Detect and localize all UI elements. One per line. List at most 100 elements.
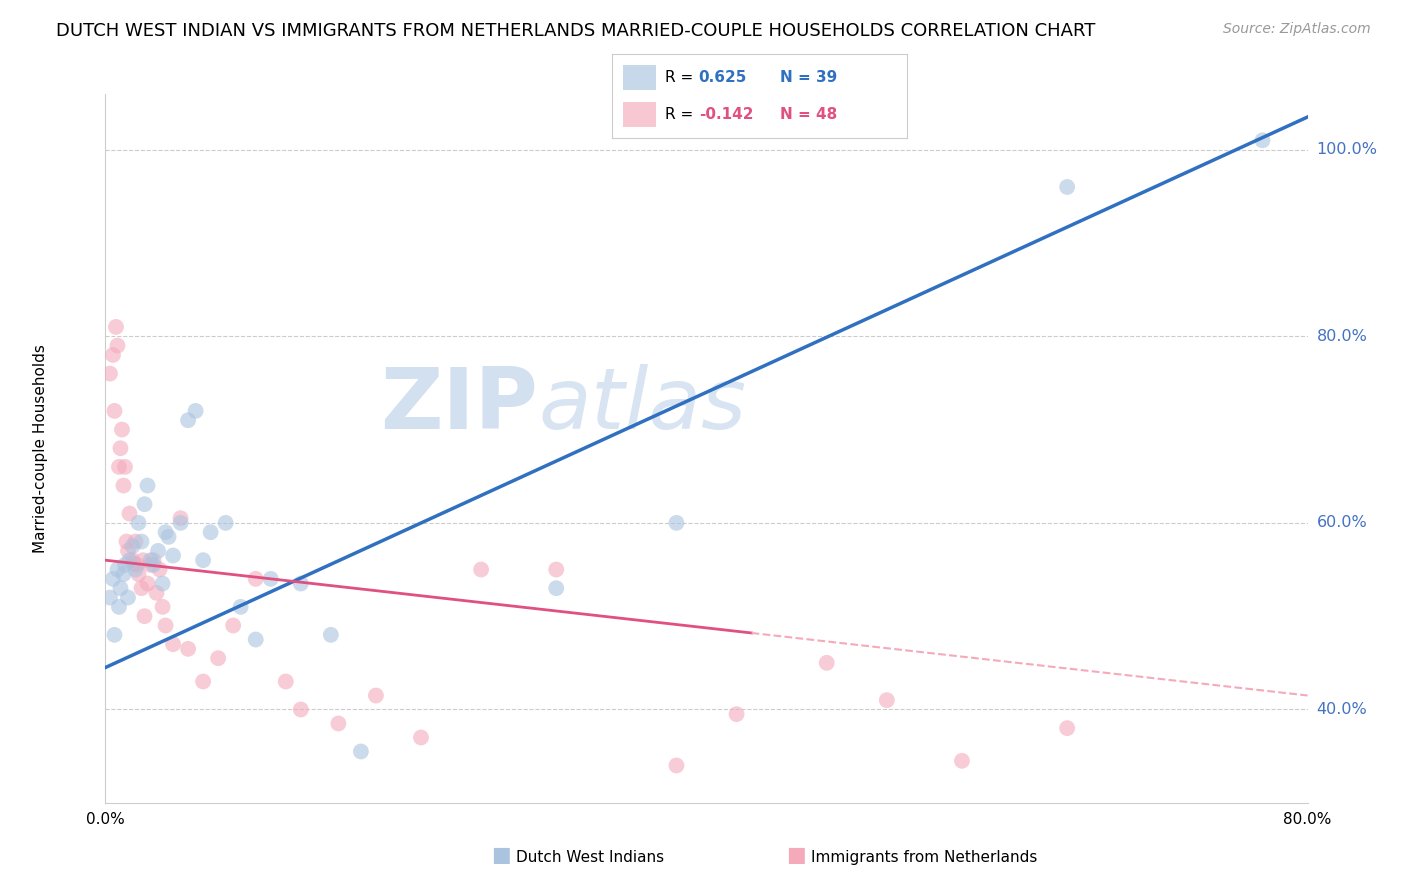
Point (103, 404, 125, 418)
Point (1056, 180, 1078, 194)
Point (108, 459, 131, 474)
Point (117, 591, 139, 605)
Point (117, 544, 139, 558)
Text: Married-couple Households: Married-couple Households (32, 343, 48, 553)
Point (207, 651, 229, 665)
Point (131, 581, 153, 595)
Point (290, 702, 312, 716)
Point (470, 562, 492, 576)
Text: DUTCH WEST INDIAN VS IMMIGRANTS FROM NETHERLANDS MARRIED-COUPLE HOUSEHOLDS CORRE: DUTCH WEST INDIAN VS IMMIGRANTS FROM NET… (56, 22, 1095, 40)
Point (111, 423, 134, 437)
Text: 60.0%: 60.0% (1316, 516, 1368, 531)
Text: atlas: atlas (538, 364, 747, 447)
Text: Source: ZipAtlas.com: Source: ZipAtlas.com (1223, 22, 1371, 37)
Point (222, 618, 245, 632)
Point (364, 689, 387, 703)
Text: Dutch West Indians: Dutch West Indians (516, 850, 664, 865)
Point (876, 693, 898, 707)
Point (146, 544, 169, 558)
Bar (623, 102, 655, 128)
Point (162, 637, 184, 651)
Point (319, 628, 342, 642)
Point (177, 413, 200, 427)
Point (152, 576, 174, 591)
Point (101, 572, 124, 586)
Point (152, 599, 174, 614)
Point (101, 348, 124, 362)
Point (128, 516, 150, 530)
Text: 100.0%: 100.0% (1316, 142, 1378, 157)
Point (157, 530, 180, 544)
Text: 0.0%: 0.0% (86, 812, 125, 827)
Point (124, 534, 146, 549)
Point (214, 516, 236, 530)
Point (155, 525, 177, 540)
Point (134, 609, 156, 624)
Text: N = 48: N = 48 (780, 107, 837, 122)
Point (142, 558, 165, 572)
Point (169, 511, 191, 525)
Point (136, 478, 159, 492)
Point (112, 478, 135, 492)
Text: R =: R = (665, 107, 697, 122)
Point (1056, 721, 1078, 735)
Point (110, 441, 132, 455)
Text: 80.0%: 80.0% (1316, 329, 1368, 343)
Point (132, 553, 155, 567)
Point (191, 553, 214, 567)
Text: ZIP: ZIP (381, 364, 538, 447)
Point (145, 586, 167, 600)
Point (134, 497, 156, 511)
Point (245, 632, 267, 647)
Point (546, 562, 568, 576)
Point (104, 320, 127, 334)
Point (114, 558, 136, 572)
Point (200, 525, 222, 540)
Text: ■: ■ (786, 846, 806, 865)
Point (409, 731, 432, 745)
Point (118, 553, 141, 567)
Point (107, 562, 129, 576)
Point (103, 628, 125, 642)
Point (229, 599, 252, 614)
Point (191, 674, 214, 689)
Point (290, 576, 312, 591)
Point (110, 581, 132, 595)
Text: R =: R = (665, 70, 697, 85)
Point (169, 516, 191, 530)
Text: 80.0%: 80.0% (1284, 812, 1331, 827)
Text: N = 39: N = 39 (780, 70, 837, 85)
Point (177, 641, 200, 656)
Point (142, 553, 165, 567)
Point (155, 618, 177, 632)
Point (245, 572, 267, 586)
Point (108, 599, 131, 614)
Point (128, 567, 150, 582)
Point (260, 572, 283, 586)
Point (125, 558, 148, 572)
Point (350, 744, 373, 758)
Point (148, 562, 170, 576)
Bar (623, 64, 655, 90)
Point (122, 557, 145, 571)
Point (121, 539, 143, 553)
Point (184, 404, 207, 418)
Point (112, 567, 135, 582)
Point (98, 367, 121, 381)
Point (107, 338, 129, 352)
Point (665, 516, 688, 530)
Point (136, 576, 159, 591)
Point (118, 507, 141, 521)
Point (665, 758, 688, 772)
Text: ■: ■ (491, 846, 510, 865)
Text: Immigrants from Netherlands: Immigrants from Netherlands (811, 850, 1038, 865)
Point (115, 534, 138, 549)
Point (131, 534, 153, 549)
Point (1251, 133, 1274, 147)
Point (815, 656, 838, 670)
Point (121, 553, 143, 567)
Point (139, 553, 162, 567)
Point (124, 562, 146, 576)
Point (98, 591, 121, 605)
Point (950, 754, 973, 768)
